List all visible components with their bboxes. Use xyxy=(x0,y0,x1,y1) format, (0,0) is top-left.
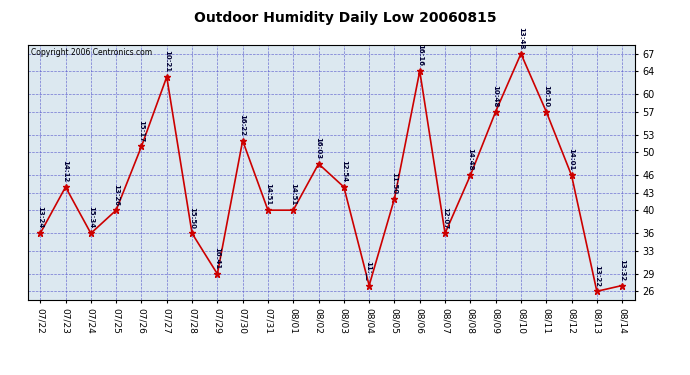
Text: 14:01: 14:01 xyxy=(569,148,575,171)
Text: 16:22: 16:22 xyxy=(239,114,246,136)
Text: 14:12: 14:12 xyxy=(63,160,68,182)
Text: 15:34: 15:34 xyxy=(88,207,94,229)
Text: Copyright 2006 Centronics.com: Copyright 2006 Centronics.com xyxy=(30,48,152,57)
Text: 15:50: 15:50 xyxy=(189,207,195,229)
Text: 13:24: 13:24 xyxy=(37,207,43,229)
Text: 14:51: 14:51 xyxy=(265,183,271,206)
Text: 13:22: 13:22 xyxy=(594,265,600,286)
Text: 13:32: 13:32 xyxy=(619,259,625,281)
Text: 10:21: 10:21 xyxy=(164,50,170,72)
Text: 13:26: 13:26 xyxy=(113,183,119,206)
Text: 16:16: 16:16 xyxy=(417,45,423,66)
Text: 14:51: 14:51 xyxy=(290,183,296,206)
Text: 16:10: 16:10 xyxy=(543,85,549,107)
Text: 13:48: 13:48 xyxy=(518,27,524,49)
Text: 16:03: 16:03 xyxy=(315,137,322,159)
Text: Outdoor Humidity Daily Low 20060815: Outdoor Humidity Daily Low 20060815 xyxy=(194,11,496,25)
Text: 11:__: 11:__ xyxy=(366,261,373,281)
Text: 15:17: 15:17 xyxy=(139,120,144,142)
Text: 16:41: 16:41 xyxy=(215,247,220,269)
Text: 14:48: 14:48 xyxy=(467,148,473,171)
Text: 12:07: 12:07 xyxy=(442,207,448,229)
Text: 12:54: 12:54 xyxy=(341,160,347,182)
Text: 11:50: 11:50 xyxy=(391,172,397,194)
Text: 10:48: 10:48 xyxy=(493,85,499,107)
